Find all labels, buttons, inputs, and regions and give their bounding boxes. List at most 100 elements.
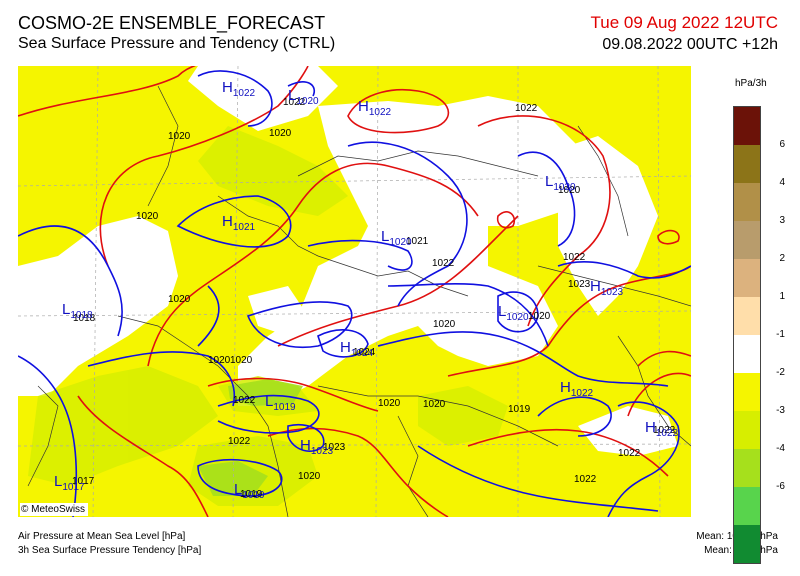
tendency-darkgreen-areas (198, 379, 303, 496)
tendency-green-area (418, 386, 508, 446)
isobar-1020 (657, 229, 680, 245)
high-pressure-center: H1021 (222, 213, 256, 233)
isobar-1022 (517, 151, 576, 247)
isobar-1022 (607, 401, 680, 517)
legend-tick-label: -2 (776, 367, 785, 378)
isobar-label: 1024 (353, 347, 376, 358)
border-line (27, 385, 59, 487)
isobar-1022 (537, 396, 612, 437)
isobar-1020 (267, 427, 449, 517)
isobar-label: 1020 (230, 355, 253, 366)
isobar-1022 (197, 285, 220, 347)
legend-swatch (734, 373, 760, 411)
isobar-1022 (317, 329, 369, 358)
isobar-label: 1022 (228, 436, 251, 447)
isobar-label: 1022 (283, 97, 306, 108)
border-line (297, 150, 539, 177)
high-pressure-center: H1024 (340, 339, 374, 359)
grid-line (18, 310, 691, 317)
low-pressure-center: L1020 (288, 87, 319, 107)
tendency-white-area (248, 286, 308, 336)
map-panel: 1022 1020 1022 1020 1020 1021 1020 1020 1022 1020… (18, 66, 691, 517)
footer-line-tendency: 3h Sea Surface Pressure Tendency [hPa] (18, 545, 202, 556)
border-line (317, 385, 559, 447)
footer-left: Air Pressure at Mean Sea Level [hPa] 3h … (18, 530, 201, 558)
low-pressure-center: L1019 (234, 481, 265, 501)
isobar-1020 (496, 211, 516, 229)
legend-swatch (734, 259, 760, 297)
isobar-label: 1020 (269, 128, 292, 139)
isobar-1020 (447, 265, 691, 377)
high-pressure-center: H1022 (645, 419, 679, 439)
legend-tick-label: 3 (779, 215, 785, 226)
isobar-1022 (87, 351, 235, 407)
isobar-1022 (176, 195, 292, 248)
legend-tick-label: -1 (776, 329, 785, 340)
legend-swatch (734, 297, 760, 335)
isobar-1022 (18, 355, 78, 517)
border-line (317, 255, 469, 297)
isobar-label: 1021 (406, 236, 429, 247)
border-line (617, 335, 691, 447)
legend-swatch (734, 411, 760, 449)
high-pressure-center: H1022 (358, 98, 392, 118)
isobar-label: 1020 (168, 131, 191, 142)
legend-swatch (734, 107, 760, 145)
tendency-white-area (238, 96, 608, 406)
legend-swatch (734, 335, 760, 373)
legend-tick-label: 2 (779, 253, 785, 264)
isobar-1022 (197, 458, 283, 497)
isobar-1020 (77, 395, 209, 517)
legend-tick-label: -4 (776, 443, 785, 454)
map-svg: 1022102010221020102010211020102010221020… (18, 66, 691, 517)
isobar-label: 1022 (618, 448, 641, 459)
low-pressure-center: L1017 (54, 473, 85, 493)
tendency-white-area (578, 406, 678, 456)
legend-tick-label: -3 (776, 405, 785, 416)
isobar-1022 (197, 70, 273, 127)
isobar-1020 (18, 66, 196, 117)
high-pressure-center: H1023 (300, 437, 334, 457)
low-pressure-center: L1020 (381, 228, 412, 248)
isobar-1022 (246, 301, 353, 348)
border-line (147, 85, 179, 207)
isobar-label: 1022 (563, 252, 586, 263)
isobar-label: 1018 (73, 313, 96, 324)
legend-swatch (734, 183, 760, 221)
isobar-labels: 1022102010221020102010211020102010221020… (72, 97, 676, 500)
isobar-1020 (467, 428, 669, 477)
border-line (217, 195, 319, 257)
isobar-label: 1020 (378, 398, 401, 409)
tendency-darkgreen-area (198, 461, 268, 496)
run-time: 09.08.2022 00UTC +12h (602, 36, 778, 53)
tendency-green-area (198, 126, 348, 216)
isobar-label: 1022 (233, 395, 256, 406)
copyright-label: © MeteoSwiss (20, 503, 89, 516)
isobar-label: 1020 (528, 311, 551, 322)
pressure-centers: H1022 L1020 H1022 L1020 H1021 L1020 H1023 L1018… (54, 79, 679, 501)
isobar-label: 1022 (515, 103, 538, 114)
legend-swatch (734, 221, 760, 259)
isobar-1022 (387, 282, 549, 347)
high-pressure-center: H1023 (590, 278, 624, 298)
header-right: Tue 09 Aug 2022 12UTC 09.08.2022 00UTC +… (591, 12, 778, 56)
low-pressure-center: L1019 (265, 393, 296, 413)
isobar-label: 1022 (574, 474, 597, 485)
isobar-1022 (307, 239, 413, 271)
isobar-1022 (18, 225, 123, 337)
isobar-1022 (217, 394, 320, 434)
isobar-1020 (99, 66, 309, 267)
isobar-label: 1020 (208, 355, 231, 366)
tendency-white-area (18, 216, 178, 396)
legend-color-bar (733, 106, 761, 564)
low-pressure-center: L1020 (498, 303, 529, 323)
legend-swatch (734, 449, 760, 487)
isobar-1020 (147, 162, 479, 367)
isobar-1020 (207, 377, 379, 412)
tendency-white-areas (18, 66, 678, 456)
high-pressure-center: H1022 (560, 379, 594, 399)
borders (27, 85, 691, 517)
isobar-label: 1020 (168, 294, 191, 305)
map-subtitle: Sea Surface Pressure and Tendency (CTRL) (18, 35, 336, 52)
map-title: COSMO-2E ENSEMBLE_FORECAST (18, 13, 326, 33)
